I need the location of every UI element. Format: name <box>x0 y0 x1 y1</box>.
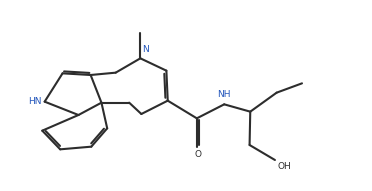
Text: NH: NH <box>218 90 231 99</box>
Text: OH: OH <box>278 162 292 171</box>
Text: N: N <box>142 45 149 54</box>
Text: O: O <box>194 150 201 159</box>
Text: HN: HN <box>28 97 42 106</box>
